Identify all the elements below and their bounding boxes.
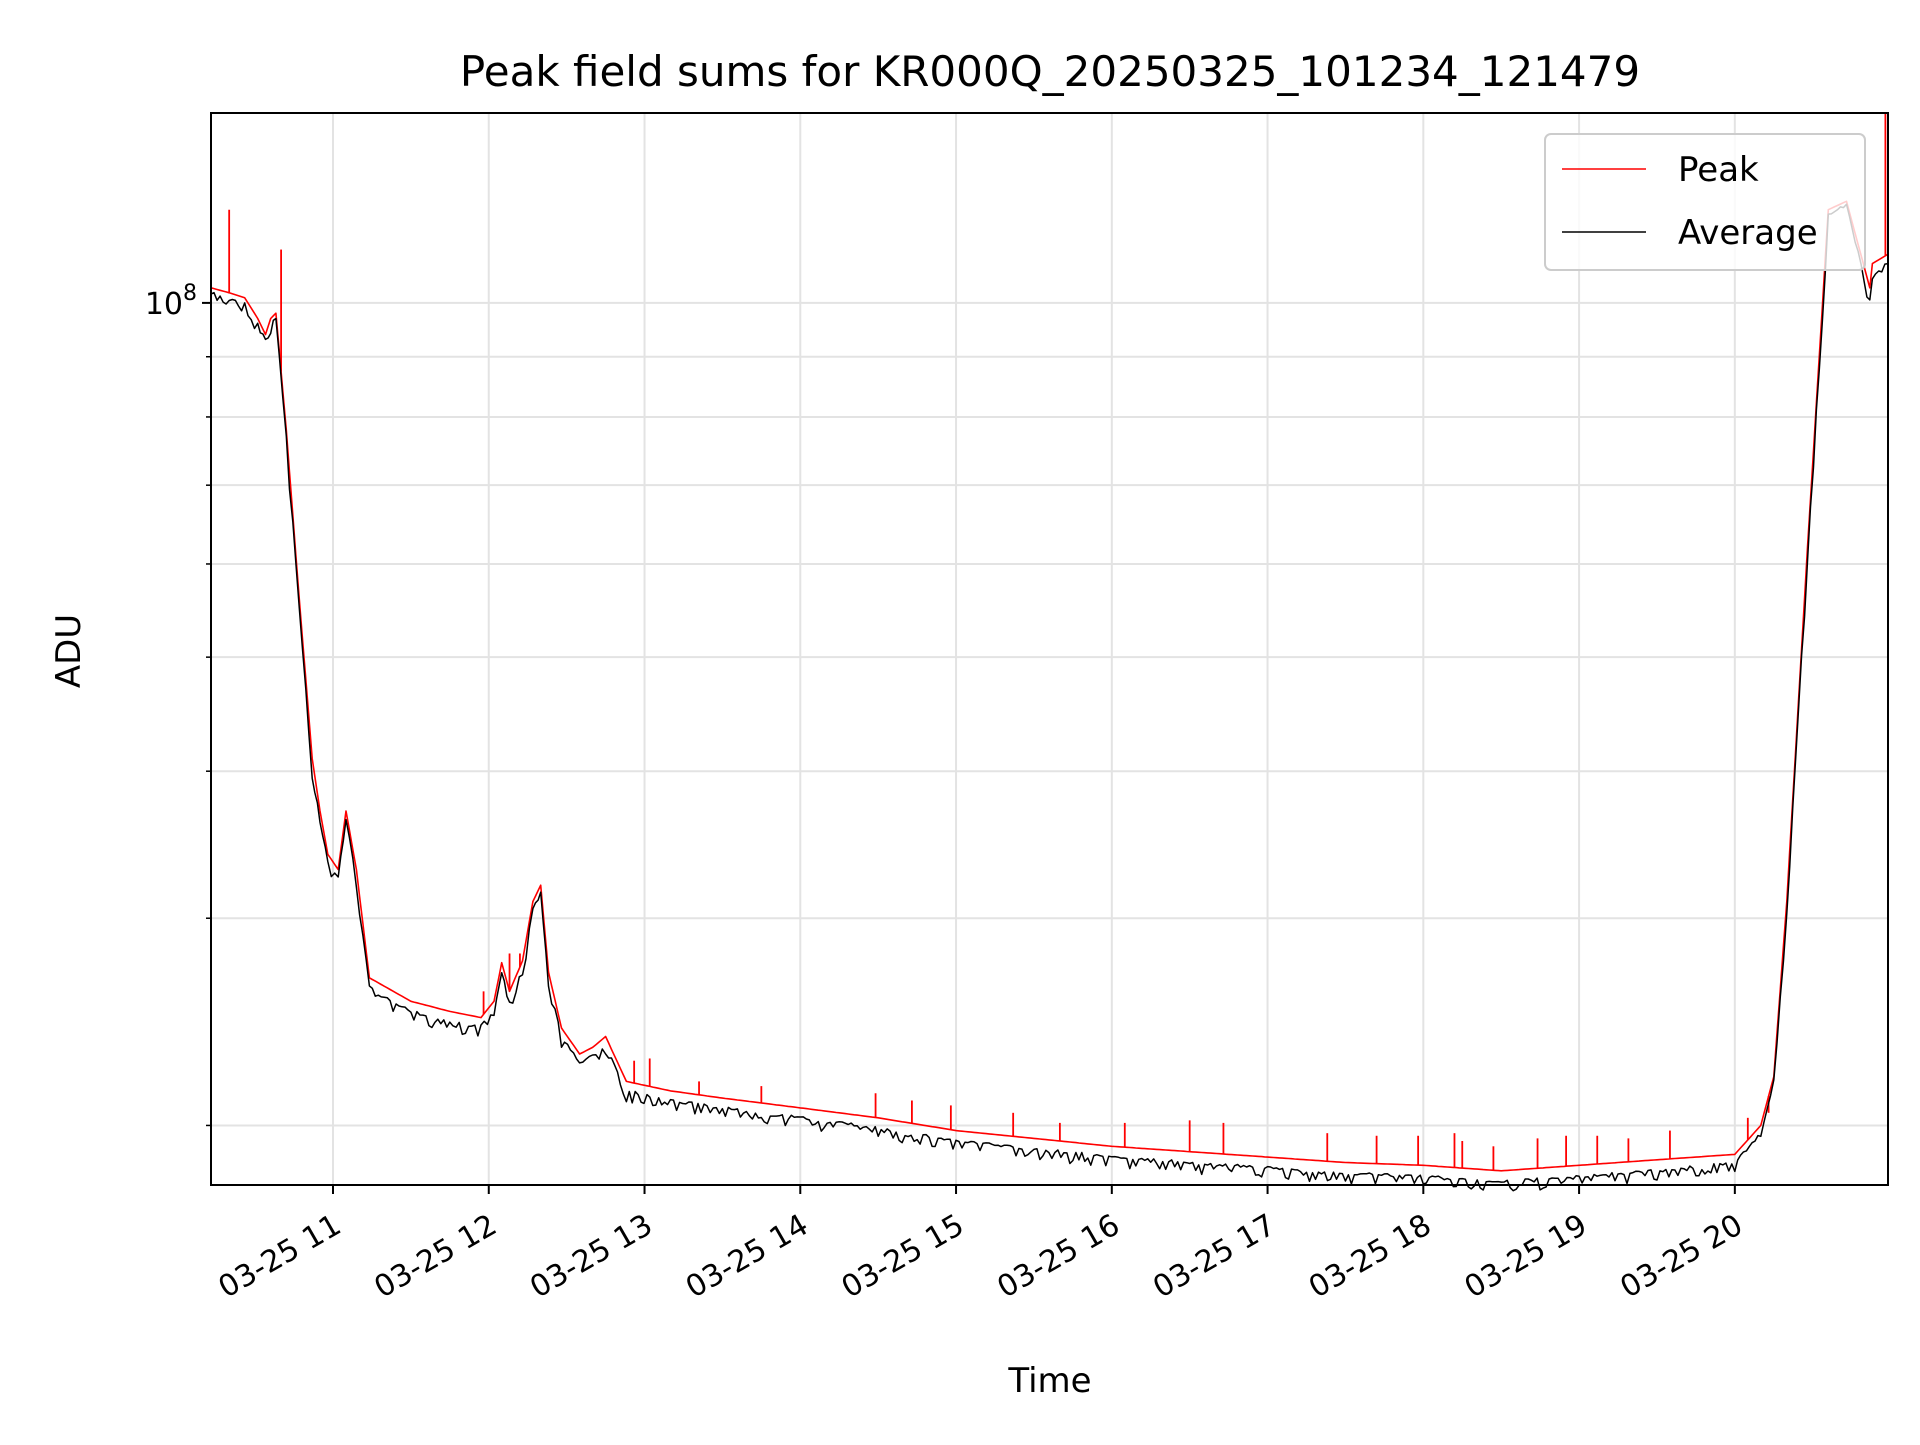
grid	[211, 113, 1888, 1185]
series-line-peak	[210, 200, 1889, 1172]
series-layer	[210, 113, 1889, 1192]
plot-frame	[210, 112, 1889, 1186]
legend-label-peak: Peak	[1678, 150, 1759, 190]
legend-label-average: Average	[1678, 213, 1818, 253]
x-axis-label: Time	[1007, 1361, 1091, 1401]
legend-box	[1544, 133, 1866, 271]
legend: Peak Average	[1544, 133, 1866, 271]
y-axis-label: ADU	[49, 614, 89, 688]
chart-title: Peak field sums for KR000Q_20250325_1012…	[460, 47, 1640, 96]
series-line-average	[210, 203, 1889, 1192]
